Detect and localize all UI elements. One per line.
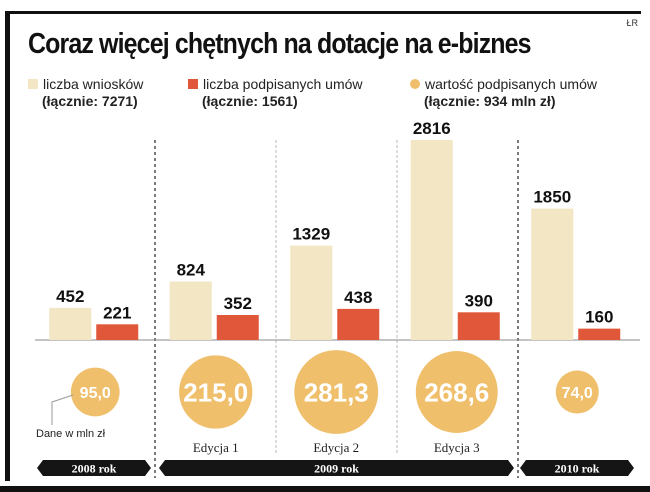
legend-swatch [410,79,420,89]
bar-value-label: 160 [585,308,613,327]
bar-contracts [96,324,139,340]
year-banner [520,460,634,476]
bubble-value-label: 95,0 [80,385,111,402]
frame-top [5,11,641,14]
edition-label: Edycja 3 [434,440,480,455]
bar-value-label: 1850 [533,188,571,207]
legend-swatch [188,79,198,89]
note-leader-line [51,394,74,425]
bar-applications [169,281,212,340]
legend-label: liczba wniosków [43,76,144,92]
year-banner [37,460,151,476]
bubble-value [415,351,498,433]
bar-contracts [457,312,500,340]
legend-swatch [28,79,38,89]
year-banner-label: 2010 rok [555,462,600,476]
bubble-value [70,367,120,417]
note-text: Dane w mln zł [36,428,106,440]
legend-total: (łącznie: 7271) [42,93,138,109]
frame-left [5,11,10,481]
edition-label: Edycja 2 [313,440,359,455]
bar-applications [290,245,333,340]
bar-applications [49,307,92,340]
source-credit: ŁR [626,18,638,28]
legend-label: liczba podpisanych umów [203,76,363,92]
bubble-value-label: 215,0 [183,377,248,407]
bar-contracts [337,308,380,340]
legend-total: (łącznie: 1561) [202,93,298,109]
bar-value-label: 2816 [413,119,451,138]
bar-contracts [216,315,259,340]
legend-item-contracts: liczba podpisanych umów (łącznie: 1561) [188,76,363,109]
year-banner-label: 2009 rok [314,462,359,476]
bar-value-label: 390 [465,291,493,310]
legend-item-value: wartość podpisanych umów (łącznie: 934 m… [410,76,597,109]
bubble-value [555,370,599,414]
bar-value-label: 221 [103,303,131,322]
bar-value-label: 438 [344,288,372,307]
bubble-value [294,350,379,434]
legend-label: wartość podpisanych umów [425,76,597,92]
bubble-value-label: 268,6 [424,377,489,407]
legend-total: (łącznie: 934 mln zł) [424,93,556,109]
bar-applications [410,140,453,340]
bubble-value [179,355,253,429]
bar-value-label: 1329 [292,225,330,244]
frame-bottom [0,486,650,492]
chart-title: Coraz więcej chętnych na dotacje na e-bi… [28,28,532,60]
bubble-value-label: 74,0 [562,385,593,402]
bar-contracts [578,328,621,340]
bar-applications [531,208,574,340]
legend-item-applications: liczba wniosków (łącznie: 7271) [28,76,143,109]
bar-value-label: 452 [56,287,84,306]
year-banner [159,460,514,476]
bar-value-label: 352 [224,294,252,313]
edition-label: Edycja 1 [193,440,239,455]
bar-value-label: 824 [177,260,206,279]
bubble-value-label: 281,3 [304,377,369,407]
year-banner-label: 2008 rok [72,462,117,476]
